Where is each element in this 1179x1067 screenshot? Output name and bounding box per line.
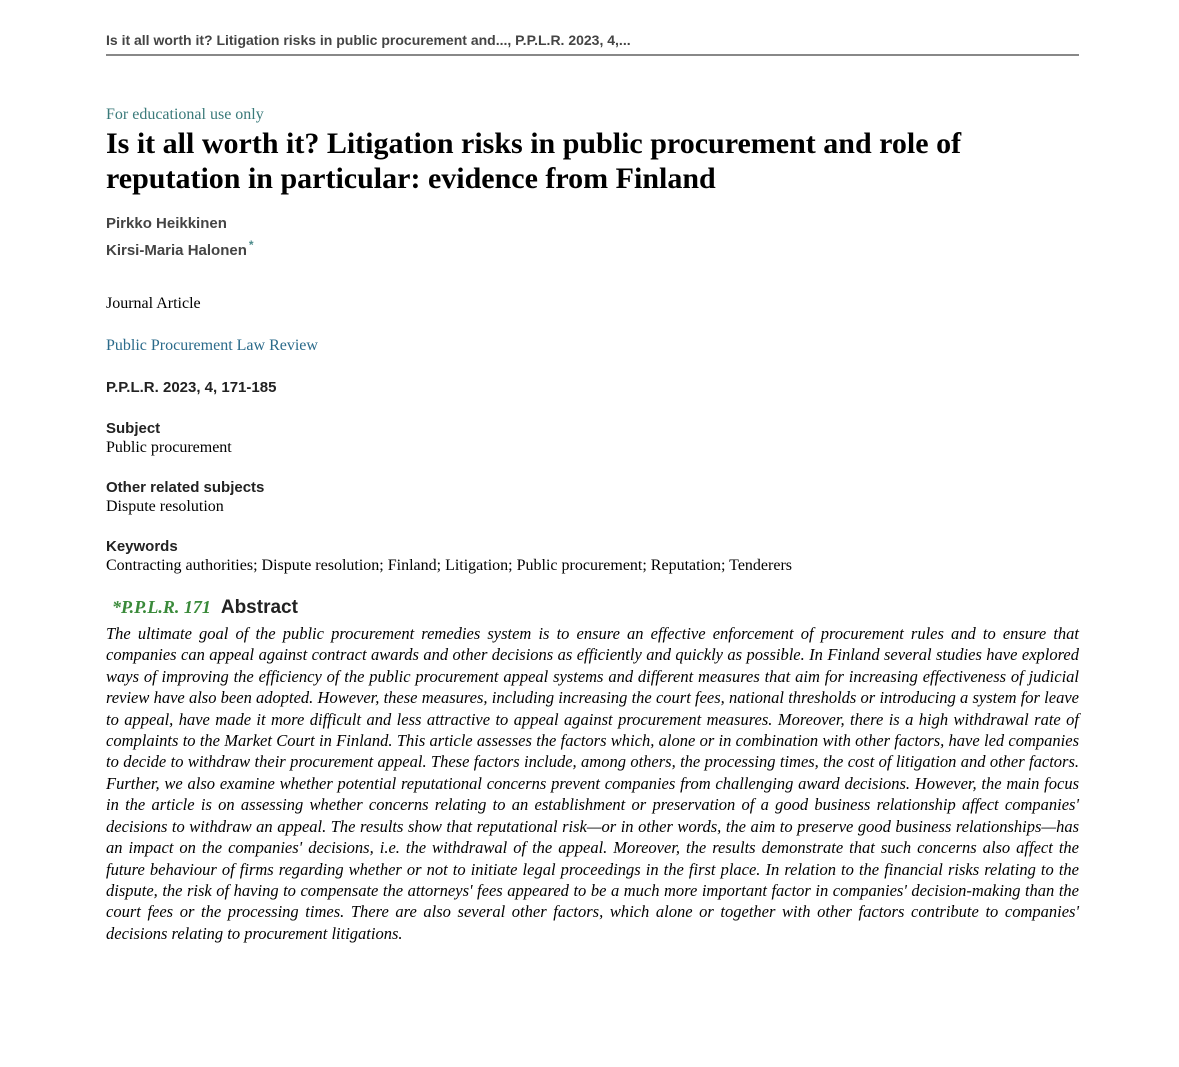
authors-block: Pirkko Heikkinen Kirsi-Maria Halonen* — [106, 215, 1079, 259]
abstract-header: *P.P.L.R. 171 Abstract — [106, 597, 1079, 619]
running-header: Is it all worth it? Litigation risks in … — [106, 32, 1079, 56]
author-line: Pirkko Heikkinen — [106, 215, 1079, 232]
citation: P.P.L.R. 2023, 4, 171-185 — [106, 379, 1079, 396]
field-label: Keywords — [106, 538, 1079, 555]
journal-link[interactable]: Public Procurement Law Review — [106, 337, 1079, 355]
use-notice: For educational use only — [106, 106, 1079, 124]
related-subjects-field: Other related subjects Dispute resolutio… — [106, 479, 1079, 516]
field-label: Subject — [106, 420, 1079, 437]
footnote-marker: * — [249, 238, 254, 252]
field-label: Other related subjects — [106, 479, 1079, 496]
abstract-label: Abstract — [221, 597, 298, 618]
author-line: Kirsi-Maria Halonen* — [106, 238, 1079, 259]
subject-field: Subject Public procurement — [106, 420, 1079, 457]
article-title: Is it all worth it? Litigation risks in … — [106, 126, 1079, 197]
author-name: Kirsi-Maria Halonen — [106, 242, 247, 259]
document-type: Journal Article — [106, 295, 1079, 313]
field-value: Dispute resolution — [106, 498, 1079, 516]
page-reference: *P.P.L.R. 171 — [106, 597, 211, 617]
abstract-text: The ultimate goal of the public procurem… — [106, 623, 1079, 945]
field-value: Public procurement — [106, 439, 1079, 457]
author-name: Pirkko Heikkinen — [106, 215, 227, 232]
document-page: Is it all worth it? Litigation risks in … — [0, 0, 1179, 1067]
keywords-field: Keywords Contracting authorities; Disput… — [106, 538, 1079, 575]
field-value: Contracting authorities; Dispute resolut… — [106, 557, 1079, 575]
